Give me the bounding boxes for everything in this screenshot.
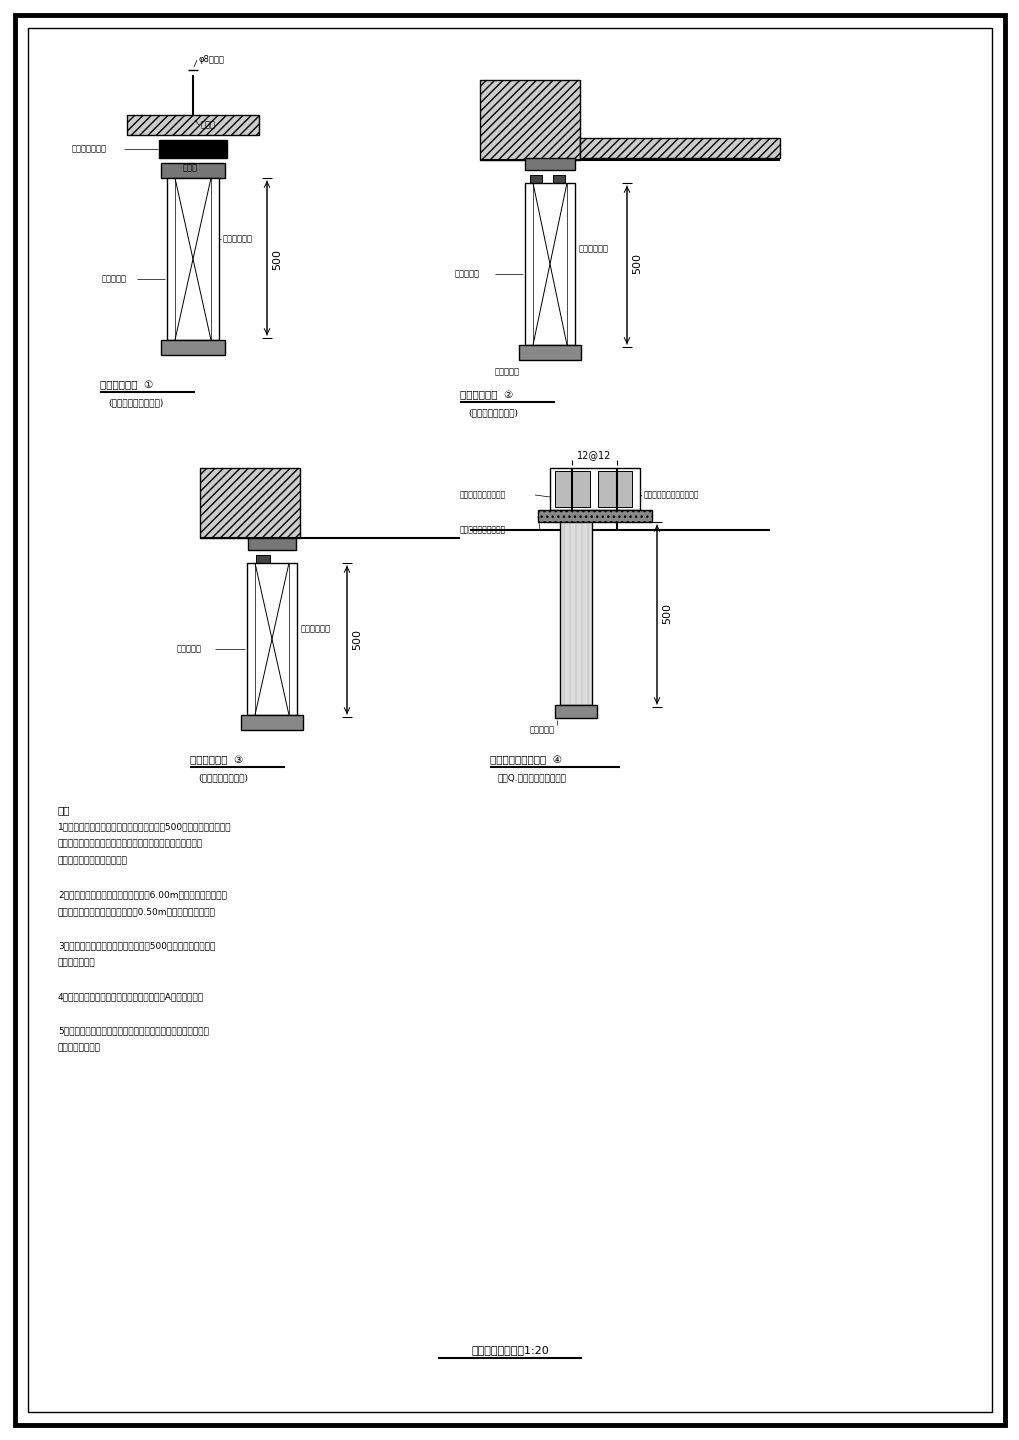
Bar: [559, 521, 591, 706]
Bar: [554, 471, 589, 507]
Text: 不锈钢封边: 不锈钢封边: [530, 726, 554, 734]
Bar: [552, 176, 565, 183]
Bar: [530, 176, 541, 183]
Text: 垂壁，隔墙或从顶棚下高出不小于0.50m的架陵分防烟分区。: 垂壁，隔墙或从顶棚下高出不小于0.50m的架陵分防烟分区。: [58, 907, 216, 916]
Text: 2、收藏挡烟设备的空柜，净高不超过6.00m的范围，且采用挡烟: 2、收藏挡烟设备的空柜，净高不超过6.00m的范围，且采用挡烟: [58, 890, 226, 900]
Text: 接线端由设计人员确定: 接线端由设计人员确定: [460, 491, 505, 500]
Bar: [161, 163, 225, 179]
Text: 卷进式挡烟垂壁详图  ④: 卷进式挡烟垂壁详图 ④: [489, 755, 561, 765]
Bar: [167, 179, 219, 340]
Text: 500: 500: [272, 249, 281, 269]
Text: 小龙骨嵌缝条: 小龙骨嵌缝条: [223, 235, 253, 243]
Bar: [554, 706, 596, 719]
Text: (有带顶头的挡烟垂壁): (有带顶头的挡烟垂壁): [108, 399, 163, 408]
Bar: [537, 510, 651, 521]
Bar: [480, 81, 580, 160]
Text: 4、挡烟分区的挡烟垂壁，其装修材料应采用A级装修材料。: 4、挡烟分区的挡烟垂壁，其装修材料应采用A级装修材料。: [58, 992, 204, 1001]
Text: φ8锚螺杆: φ8锚螺杆: [199, 56, 224, 65]
Text: 纸质石膏板: 纸质石膏板: [102, 275, 127, 284]
Text: 穿越防火分区。: 穿越防火分区。: [58, 959, 96, 968]
Text: 纸质石膏板: 纸质石膏板: [177, 645, 202, 654]
Bar: [580, 138, 780, 158]
Text: 纸质石膏板: 纸质石膏板: [494, 367, 520, 376]
Text: 挡烟垂壁安装详图1:20: 挡烟垂壁安装详图1:20: [471, 1345, 548, 1355]
Bar: [247, 563, 297, 716]
Text: 小龙骨: 小龙骨: [182, 164, 198, 173]
Text: 1、用不锈钢丝材料做成，从顶棚下垂不小于500的固定或活动的挡烟: 1、用不锈钢丝材料做成，从顶棚下垂不小于500的固定或活动的挡烟: [58, 822, 231, 831]
Text: 纸质石膏板: 纸质石膏板: [454, 269, 480, 278]
Text: 挡烟垂壁详图  ①: 挡烟垂壁详图 ①: [100, 380, 153, 390]
Text: 设施，该活动挡垂壁系和火灾时后烟幕，箱柜其它控制设备的: 设施，该活动挡垂壁系和火灾时后烟幕，箱柜其它控制设备的: [58, 840, 203, 848]
Text: 小龙骨嵌缝条: 小龙骨嵌缝条: [301, 625, 331, 634]
Text: 照厂家产品说明。: 照厂家产品说明。: [58, 1044, 101, 1053]
Text: (有带头的挡烟垂壁): (有带头的挡烟垂壁): [468, 409, 518, 418]
Text: 作用，自动下垂的挡烟垂壁。: 作用，自动下垂的挡烟垂壁。: [58, 857, 127, 865]
Text: 木支架: 木支架: [201, 121, 216, 130]
Text: 5、此标准图所列举的为常用的类型，活动挡烟垂壁选用时，参: 5、此标准图所列举的为常用的类型，活动挡烟垂壁选用时，参: [58, 1027, 209, 1035]
Text: 玻璃纤维定位支封材料: 玻璃纤维定位支封材料: [460, 526, 505, 534]
Text: 500: 500: [632, 253, 641, 275]
Bar: [519, 346, 581, 360]
Bar: [525, 183, 575, 346]
Bar: [159, 140, 227, 158]
Bar: [240, 716, 303, 730]
Text: 小龙骨嵌缝装置: 小龙骨嵌缝装置: [72, 144, 107, 154]
Text: 500: 500: [352, 628, 362, 649]
Bar: [248, 539, 296, 550]
Text: (无顶头的挡烟垂壁): (无顶头的挡烟垂壁): [198, 773, 248, 782]
Text: 挡烟垂壁详图  ③: 挡烟垂壁详图 ③: [190, 755, 243, 765]
Bar: [161, 340, 225, 356]
Text: 3、每个防烟分区的建筑面积不应超过500㎡，且防烟分区不应: 3、每个防烟分区的建筑面积不应超过500㎡，且防烟分区不应: [58, 942, 215, 950]
Bar: [256, 554, 270, 563]
Text: 注：: 注：: [58, 805, 70, 815]
Text: 注：Q.表锟垂壁的衬料宽度: 注：Q.表锟垂壁的衬料宽度: [497, 773, 567, 782]
Text: 挡烟垂壁详图  ②: 挡烟垂壁详图 ②: [460, 390, 513, 400]
Bar: [127, 115, 259, 135]
Text: 连接此端锁定手动行程开关: 连接此端锁定手动行程开关: [643, 491, 699, 500]
Text: 小龙骨嵌缝条: 小龙骨嵌缝条: [579, 245, 608, 253]
Text: 500: 500: [661, 603, 672, 624]
Bar: [597, 471, 632, 507]
Text: 12@12: 12@12: [577, 449, 611, 459]
Bar: [549, 468, 639, 510]
Bar: [525, 158, 575, 170]
Bar: [200, 468, 300, 539]
